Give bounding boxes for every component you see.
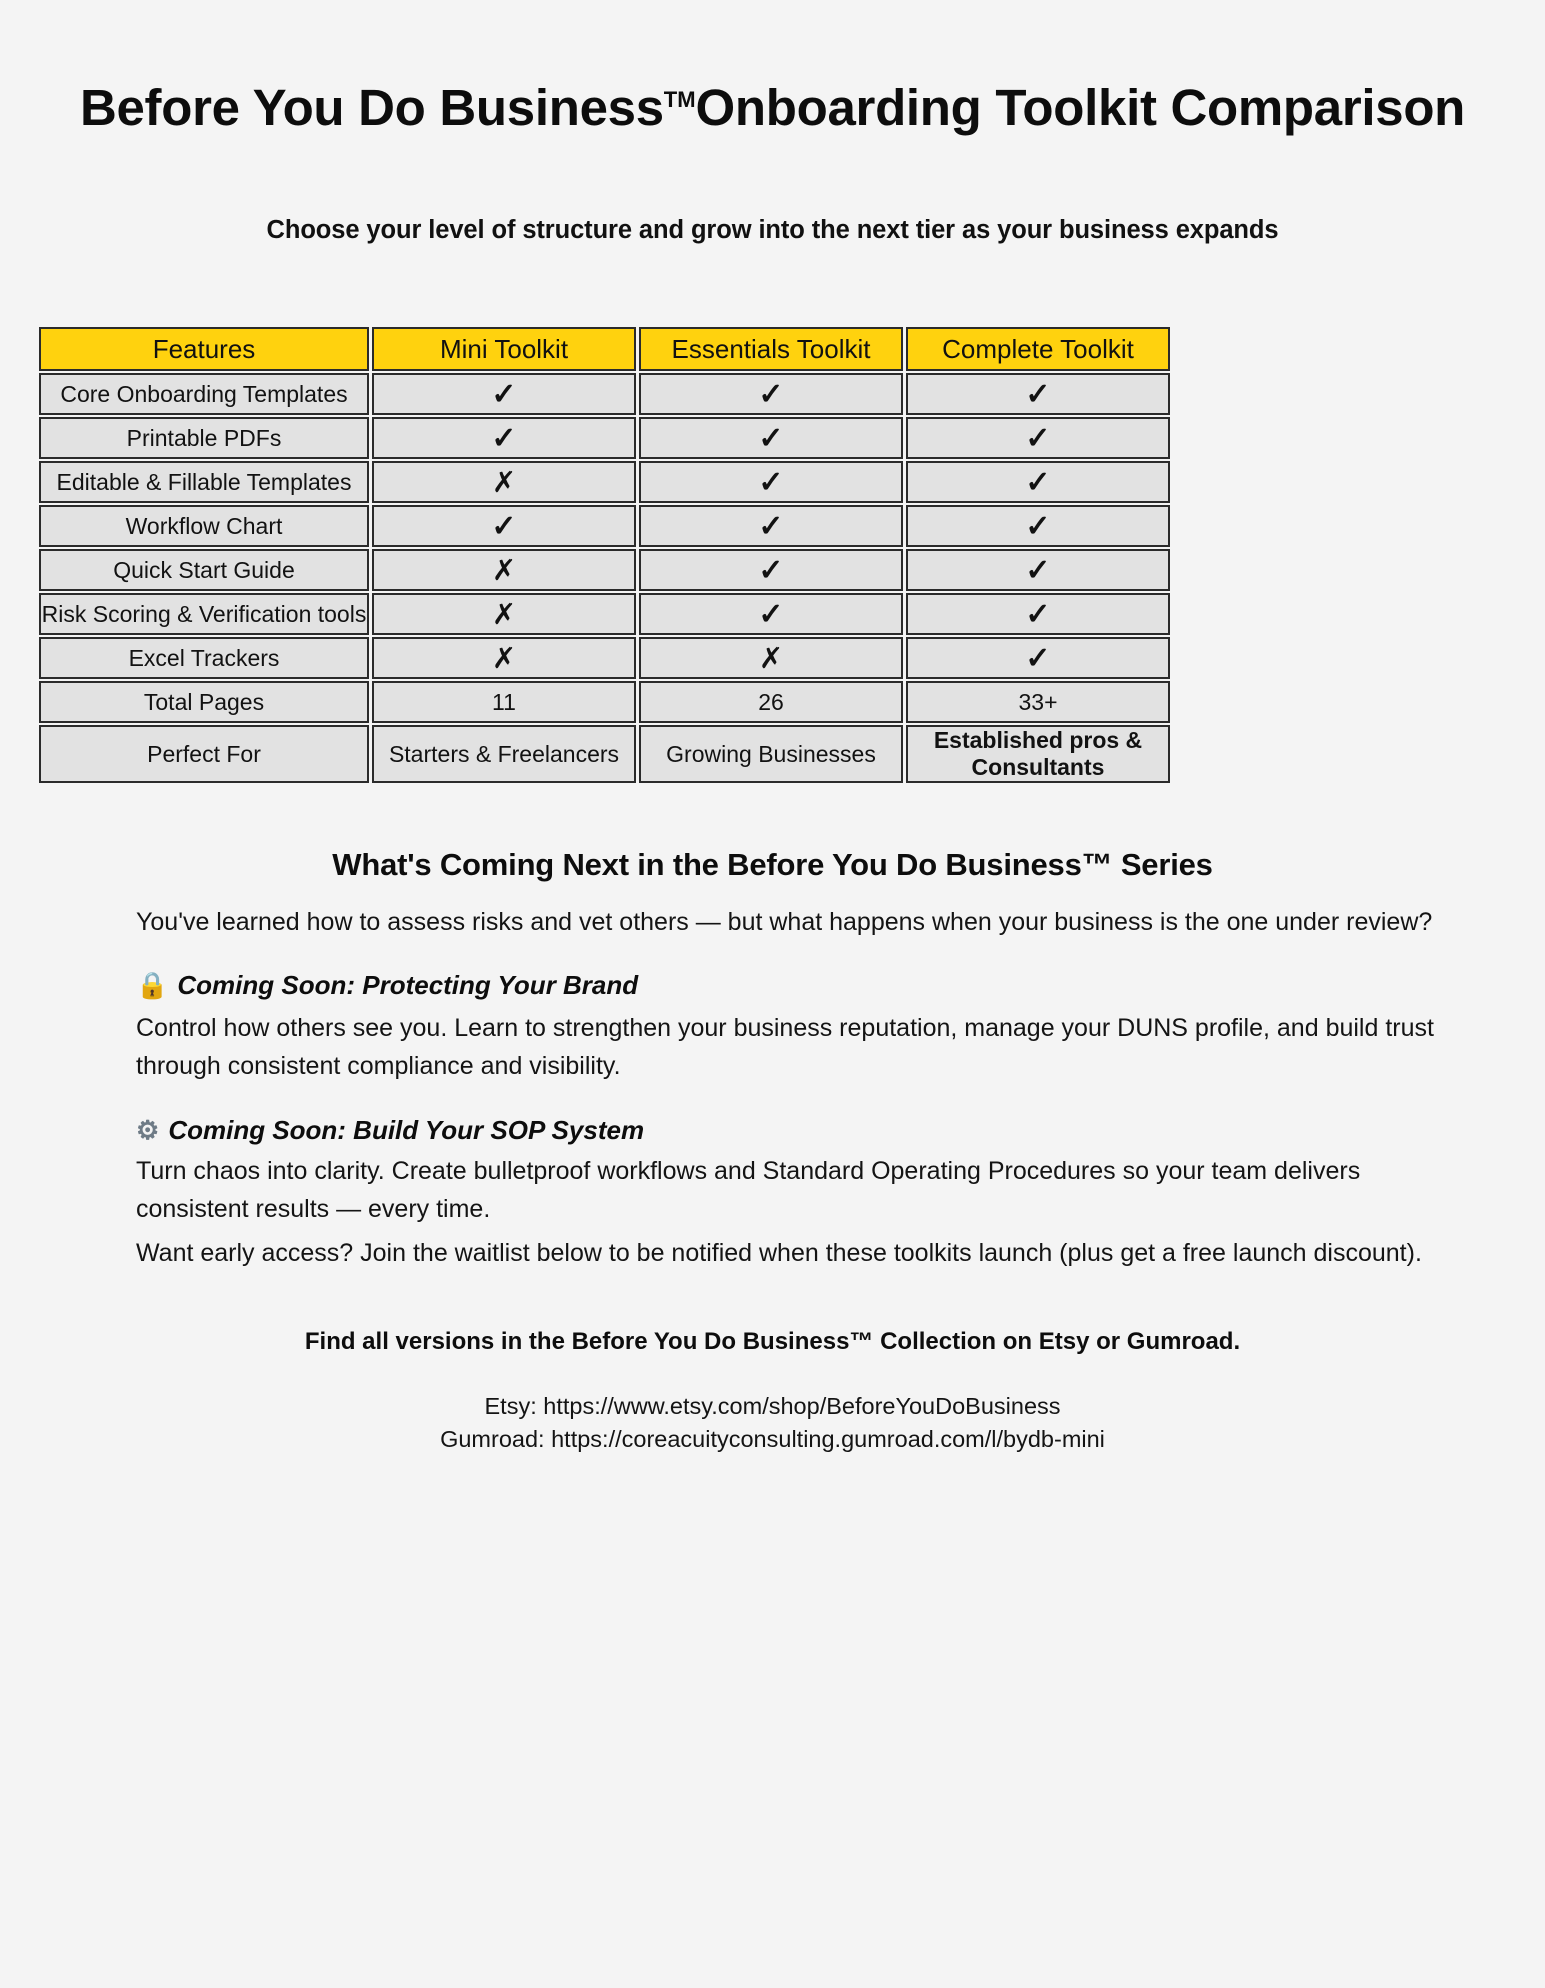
mini-value: Starters & Freelancers — [372, 725, 636, 784]
cross-icon: ✗ — [491, 641, 517, 676]
table-row: Excel Trackers ✗ ✗ ✓ — [39, 637, 1170, 680]
table-header-row: Features Mini Toolkit Essentials Toolkit… — [39, 327, 1170, 372]
table-row: Core Onboarding Templates ✓ ✓ ✓ — [39, 373, 1170, 416]
column-header-essentials: Essentials Toolkit — [639, 327, 903, 372]
essentials-value: ✓ — [639, 505, 903, 548]
check-icon: ✓ — [758, 422, 784, 456]
footer-headline: Find all versions in the Before You Do B… — [304, 1327, 1241, 1355]
mini-value: ✗ — [372, 593, 636, 636]
essentials-value: ✗ — [639, 637, 903, 680]
essentials-value: ✓ — [639, 417, 903, 460]
complete-value: ✓ — [906, 593, 1170, 636]
mini-value: ✓ — [372, 373, 636, 416]
check-icon: ✓ — [1025, 466, 1051, 500]
table-row: Perfect For Starters & Freelancers Growi… — [39, 725, 1170, 784]
footer: Find all versions in the Before You Do B… — [48, 1272, 1497, 1457]
mini-value: ✓ — [372, 417, 636, 460]
feature-label: Editable & Fillable Templates — [39, 461, 369, 504]
check-icon: ✓ — [1025, 598, 1051, 632]
promo-body-text: Turn chaos into clarity. Create bulletpr… — [136, 1156, 1361, 1223]
feature-label: Printable PDFs — [39, 417, 369, 460]
column-header-features: Features — [39, 327, 369, 372]
table-header: Features Mini Toolkit Essentials Toolkit… — [39, 327, 1170, 372]
check-icon: ✓ — [491, 378, 517, 412]
trademark-symbol: TM — [663, 87, 696, 112]
complete-value: ✓ — [906, 373, 1170, 416]
check-icon: ✓ — [1025, 422, 1051, 456]
promo-heading-row: 🔒 Coming Soon: Protecting Your Brand — [136, 970, 1441, 1001]
complete-value: ✓ — [906, 505, 1170, 548]
feature-label: Core Onboarding Templates — [39, 373, 369, 416]
table-row: Total Pages 11 26 33+ — [39, 681, 1170, 724]
gumroad-link[interactable]: Gumroad: https://coreacuityconsulting.gu… — [440, 1426, 1105, 1453]
column-header-mini: Mini Toolkit — [372, 327, 636, 372]
check-icon: ✓ — [758, 554, 784, 588]
check-icon: ✓ — [758, 510, 784, 544]
mini-value: ✗ — [372, 461, 636, 504]
complete-value: ✓ — [906, 417, 1170, 460]
table-row: Printable PDFs ✓ ✓ ✓ — [39, 417, 1170, 460]
check-icon: ✓ — [1025, 510, 1051, 544]
feature-label: Quick Start Guide — [39, 549, 369, 592]
coming-next-intro: You've learned how to assess risks and v… — [136, 908, 1433, 937]
feature-label: Workflow Chart — [39, 505, 369, 548]
essentials-value: ✓ — [639, 593, 903, 636]
complete-value: ✓ — [906, 461, 1170, 504]
essentials-value: ✓ — [639, 373, 903, 416]
feature-label: Total Pages — [39, 681, 369, 724]
gear-icon: ⚙ — [136, 1114, 160, 1145]
complete-value: ✓ — [906, 637, 1170, 680]
promo-heading-text: Coming Soon: Protecting Your Brand — [177, 969, 639, 1000]
essentials-value: ✓ — [639, 549, 903, 592]
essentials-value: ✓ — [639, 461, 903, 504]
waitlist-text: Want early access? Join the waitlist bel… — [136, 1238, 1422, 1267]
table-body: Core Onboarding Templates ✓ ✓ ✓ Printabl… — [39, 373, 1170, 784]
footer-links: Etsy: https://www.etsy.com/shop/BeforeYo… — [48, 1356, 1497, 1457]
check-icon: ✓ — [491, 510, 517, 544]
complete-value: 33+ — [906, 681, 1170, 724]
check-icon: ✓ — [1025, 642, 1051, 676]
check-icon: ✓ — [1025, 378, 1051, 412]
check-icon: ✓ — [491, 422, 517, 456]
essentials-value: Growing Businesses — [639, 725, 903, 784]
cross-icon: ✗ — [758, 641, 784, 676]
mini-value: 11 — [372, 681, 636, 724]
page-title-rest: Onboarding Toolkit Comparison — [695, 79, 1466, 136]
feature-label: Risk Scoring & Verification tools — [39, 593, 369, 636]
comparison-table-wrapper: Features Mini Toolkit Essentials Toolkit… — [39, 325, 1497, 785]
complete-value: ✓ — [906, 549, 1170, 592]
comparison-table: Features Mini Toolkit Essentials Toolkit… — [36, 325, 1173, 785]
page-subtitle: Choose your level of structure and grow … — [266, 216, 1279, 245]
mini-value: ✗ — [372, 637, 636, 680]
promo-build-your-sop-system: ⚙ Coming Soon: Build Your SOP System Tur… — [48, 1085, 1497, 1228]
promo-heading-text: Coming Soon: Build Your SOP System — [168, 1114, 645, 1145]
mini-value: ✓ — [372, 505, 636, 548]
essentials-value: 26 — [639, 681, 903, 724]
page-title: Before You Do BusinessTMOnboarding Toolk… — [48, 0, 1497, 138]
check-icon: ✓ — [758, 598, 784, 632]
table-row: Risk Scoring & Verification tools ✗ ✓ ✓ — [39, 593, 1170, 636]
promo-heading-row: ⚙ Coming Soon: Build Your SOP System — [136, 1115, 1441, 1146]
check-icon: ✓ — [1025, 554, 1051, 588]
table-row: Workflow Chart ✓ ✓ ✓ — [39, 505, 1170, 548]
page-title-main: Before You Do Business — [79, 79, 664, 136]
check-icon: ✓ — [758, 378, 784, 412]
mini-value: ✗ — [372, 549, 636, 592]
cross-icon: ✗ — [491, 465, 517, 500]
promo-protecting-your-brand: 🔒 Coming Soon: Protecting Your Brand Con… — [48, 940, 1497, 1085]
column-header-complete: Complete Toolkit — [906, 327, 1170, 372]
promo-body-text: Control how others see you. Learn to str… — [136, 1013, 1434, 1080]
feature-label: Perfect For — [39, 725, 369, 784]
coming-next-heading: What's Coming Next in the Before You Do … — [332, 847, 1213, 883]
cross-icon: ✗ — [491, 597, 517, 632]
feature-label: Excel Trackers — [39, 637, 369, 680]
cross-icon: ✗ — [491, 553, 517, 588]
etsy-link[interactable]: Etsy: https://www.etsy.com/shop/BeforeYo… — [484, 1392, 1061, 1419]
complete-value: Established pros & Consultants — [906, 725, 1170, 784]
lock-icon: 🔒 — [136, 969, 169, 1000]
table-row: Editable & Fillable Templates ✗ ✓ ✓ — [39, 461, 1170, 504]
table-row: Quick Start Guide ✗ ✓ ✓ — [39, 549, 1170, 592]
check-icon: ✓ — [758, 466, 784, 500]
